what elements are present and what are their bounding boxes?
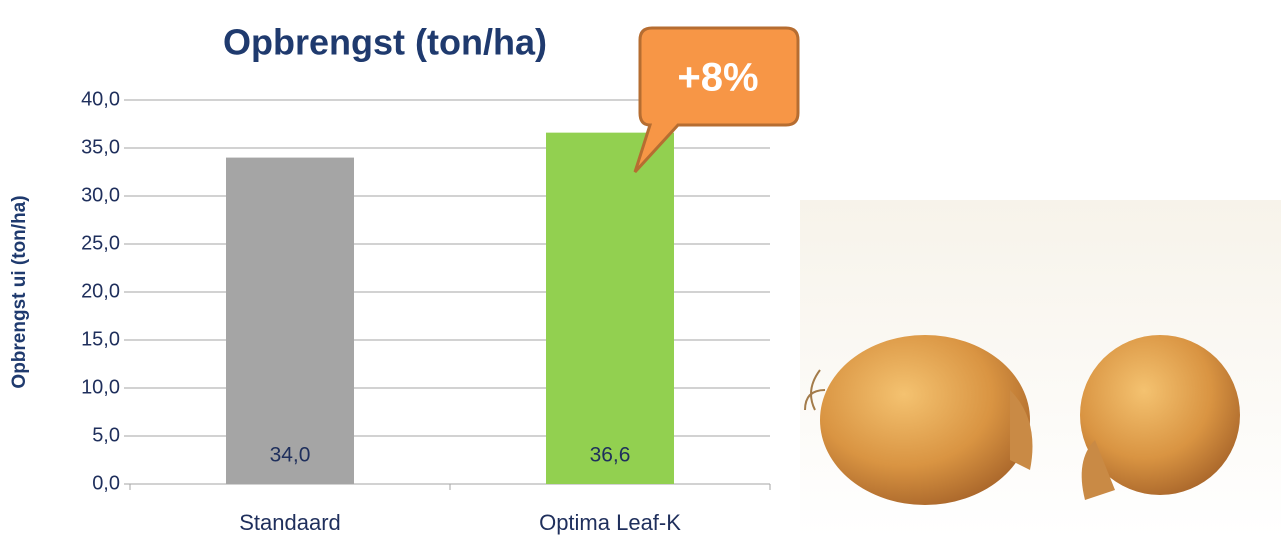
y-tick-label: 30,0 — [81, 184, 120, 206]
y-tick-label: 0,0 — [92, 472, 120, 494]
y-axis-label: Opbrengst ui (ton/ha) — [9, 195, 30, 388]
plot-area: 0,0 5,0 10,0 15,0 20,0 25,0 30,0 35,0 40,0 Standa… — [81, 88, 770, 535]
value-label: 34,0 — [270, 444, 311, 467]
y-tick-label: 10,0 — [81, 376, 120, 398]
y-tick-label: 25,0 — [81, 232, 120, 254]
callout-text: +8% — [677, 56, 758, 100]
y-tick-label: 15,0 — [81, 328, 120, 350]
x-tick-label: Optima Leaf-K — [539, 510, 681, 535]
value-label: 36,6 — [590, 444, 631, 467]
bar — [226, 158, 354, 484]
chart: Opbrengst (ton/ha) Opbrengst ui (ton/ha)… — [0, 0, 1281, 537]
x-tick-label: Standaard — [239, 510, 341, 535]
y-tick-label: 40,0 — [81, 88, 120, 110]
page: Opbrengst (ton/ha) Opbrengst ui (ton/ha)… — [0, 0, 1281, 537]
bar — [546, 133, 674, 484]
y-tick-label: 35,0 — [81, 136, 120, 158]
y-tick-label: 20,0 — [81, 280, 120, 302]
y-tick-label: 5,0 — [92, 424, 120, 446]
chart-title: Opbrengst (ton/ha) — [223, 22, 547, 63]
onion-photo — [800, 200, 1281, 537]
